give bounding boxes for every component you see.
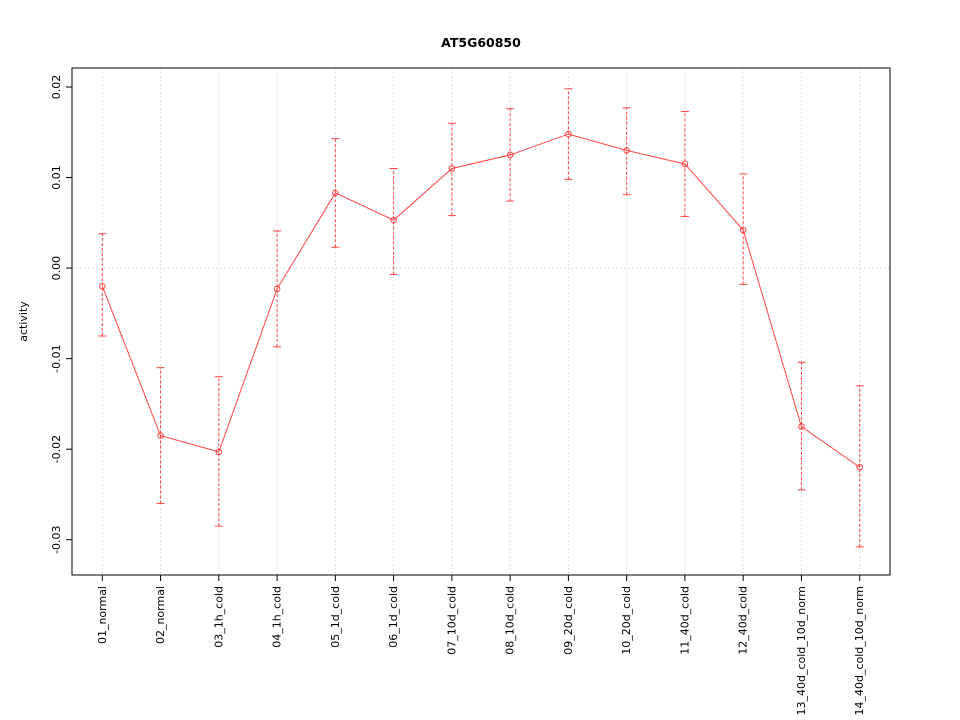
x-tick-label: 10_20d_cold <box>620 586 633 655</box>
y-tick-label: 0.02 <box>50 75 63 100</box>
data-point <box>565 130 572 138</box>
y-tick-label: -0.01 <box>50 344 63 372</box>
series-line <box>101 133 860 468</box>
data-point <box>681 160 689 168</box>
data-point <box>448 165 456 172</box>
error-bars <box>98 88 864 548</box>
x-tick-label: 02_normal <box>154 586 167 644</box>
data-point <box>506 151 514 159</box>
data-point <box>215 448 223 456</box>
y-tick-label: 0.00 <box>50 256 63 281</box>
y-axis: 0.02 0.01 0.00 -0.01 -0.02 -0.03 <box>50 75 72 554</box>
x-tick-label: 07_10d_cold <box>445 586 458 655</box>
data-point <box>98 282 106 290</box>
y-tick-label: 0.01 <box>50 165 63 190</box>
data-point <box>856 463 864 471</box>
data-points <box>98 130 864 471</box>
data-point <box>798 423 805 430</box>
x-tick-label: 04_1h_cold <box>271 586 284 648</box>
data-point <box>623 147 630 154</box>
data-point <box>157 432 164 439</box>
y-axis-label: activity <box>17 301 30 342</box>
y-tick-label: -0.03 <box>50 525 63 553</box>
x-tick-label: 14_40d_cold_10d_norm <box>853 586 866 716</box>
data-point <box>390 216 397 224</box>
x-tick-label: 11_40d_cold <box>678 586 691 655</box>
x-tick-label: 09_20d_cold <box>562 586 575 655</box>
x-axis: 01_normal 02_normal 03_1h_cold 04_1h_cold 05… <box>96 575 866 716</box>
chart-title: AT5G60850 <box>441 35 521 50</box>
plot-frame <box>71 67 891 576</box>
grid <box>72 68 890 575</box>
x-tick-label: 03_1h_cold <box>212 586 225 648</box>
data-point <box>273 285 281 293</box>
x-tick-label: 13_40d_cold_10d_norm <box>795 586 808 716</box>
data-point <box>332 189 339 197</box>
x-tick-label: 01_normal <box>96 586 109 644</box>
y-tick-label: -0.02 <box>50 435 63 463</box>
x-tick-label: 06_1d_cold <box>387 586 400 648</box>
x-tick-label: 08_10d_cold <box>504 586 517 655</box>
x-tick-label: 12_40d_cold <box>737 586 750 655</box>
x-tick-label: 05_1d_cold <box>329 586 342 648</box>
data-point <box>739 226 747 234</box>
